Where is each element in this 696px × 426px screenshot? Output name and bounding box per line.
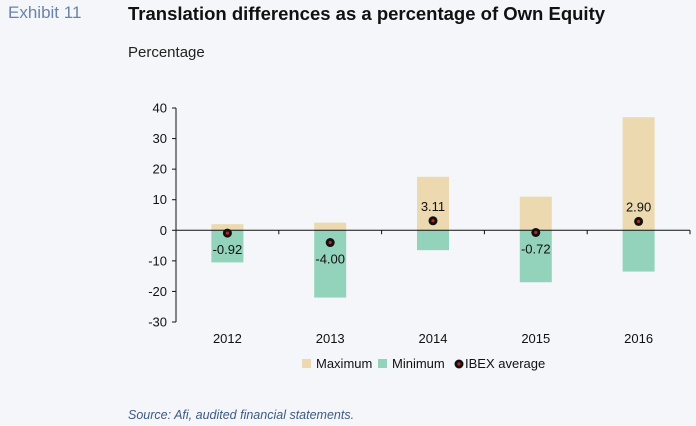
ibex-average-point-center	[225, 231, 229, 235]
legend-label-maximum: Maximum	[316, 356, 372, 371]
x-tick-label-2015: 2015	[521, 331, 550, 346]
x-tick-label-2014: 2014	[419, 331, 448, 346]
y-tick-label: 20	[153, 162, 167, 177]
bar-maximum-2013	[314, 222, 347, 231]
y-tick-label: -20	[148, 284, 167, 299]
data-label-2015: -0.72	[521, 241, 551, 256]
x-tick-label-2013: 2013	[316, 331, 345, 346]
bar-maximum-2016	[622, 117, 655, 231]
bar-minimum-2016	[622, 230, 655, 272]
legend-marker-ibex-center	[457, 362, 461, 366]
y-axis-title: Percentage	[128, 44, 205, 61]
y-tick-label: -30	[148, 315, 167, 330]
data-label-2012: -0.92	[213, 242, 243, 257]
chart-title: Translation differences as a percentage …	[128, 3, 606, 24]
x-tick-label-2012: 2012	[213, 331, 242, 346]
legend-swatch-minimum	[378, 359, 387, 368]
bar-maximum-2012	[211, 224, 244, 231]
y-tick-label: -10	[148, 253, 167, 268]
ibex-average-point-center	[431, 219, 435, 223]
legend-swatch-maximum	[302, 359, 311, 368]
ibex-average-point-center	[534, 230, 538, 235]
bar-minimum-2014	[417, 230, 449, 251]
data-label-2014: 3.11	[421, 199, 445, 214]
bar-maximum-2015	[519, 196, 552, 231]
data-label-2016: 2.90	[626, 199, 651, 214]
y-tick-label: 0	[160, 223, 167, 238]
legend-label-minimum: Minimum	[392, 356, 445, 371]
y-tick-label: 40	[153, 101, 167, 116]
bar-minimum-2015	[519, 230, 552, 283]
exhibit-label: Exhibit 11	[8, 3, 82, 22]
ibex-average-point-center	[328, 240, 332, 245]
x-tick-label-2016: 2016	[624, 331, 653, 346]
legend-label-ibex: IBEX average	[465, 356, 545, 371]
y-tick-label: 10	[153, 192, 167, 207]
ibex-average-point-center	[637, 219, 641, 224]
source-note: Source: Afi, audited financial statement…	[128, 408, 355, 422]
y-tick-label: 30	[153, 131, 167, 146]
data-label-2013: -4.00	[315, 252, 345, 267]
